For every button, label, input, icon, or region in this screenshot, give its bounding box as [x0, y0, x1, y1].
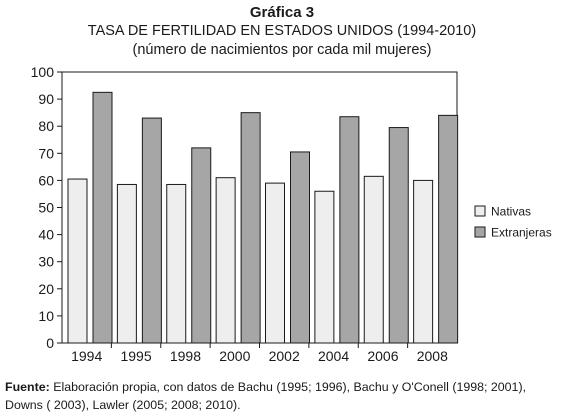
- bar-nativas-1998: [166, 183, 187, 344]
- y-tick-label: 40: [38, 227, 54, 243]
- y-tick-label: 50: [38, 200, 54, 216]
- bar-nativas-2008: [413, 179, 434, 344]
- x-tick-label: 2008: [417, 348, 448, 364]
- bar-nativas-2006: [363, 175, 384, 344]
- bars: [67, 91, 459, 344]
- y-tick-label: 10: [38, 308, 54, 324]
- source-note: Fuente: Elaboración propia, con datos de…: [5, 378, 561, 414]
- figure-label: Gráfica 3: [249, 4, 315, 21]
- legend-swatch-nativas: [474, 205, 486, 217]
- bar-extranjeras-2004: [339, 116, 360, 344]
- y-axis: 0 10 20 30 40 50 60 70 80 90 100: [31, 64, 62, 351]
- bar-extranjeras-2008: [438, 114, 459, 344]
- y-tick-label: 70: [38, 145, 54, 161]
- legend: Nativas Extranjeras: [474, 205, 552, 240]
- y-tick-label: 100: [31, 64, 55, 80]
- bar-nativas-2004: [314, 190, 335, 344]
- chart-subtitle: (número de nacimientos por cada mil muje…: [132, 42, 432, 58]
- bar-extranjeras-1995: [141, 117, 162, 344]
- y-tick-label: 90: [38, 91, 54, 107]
- bar-nativas-1995: [116, 183, 137, 344]
- legend-swatch-extranjeras: [474, 226, 486, 238]
- source-text: Elaboración propia, con datos de Bachu (…: [5, 380, 527, 412]
- bar-extranjeras-2006: [388, 127, 409, 344]
- legend-label-nativas: Nativas: [491, 205, 531, 219]
- bar-extranjeras-2000: [240, 112, 261, 344]
- x-tick-label: 1994: [71, 348, 102, 364]
- legend-label-extranjeras: Extranjeras: [491, 226, 552, 240]
- bar-chart: 0 10 20 30 40 50 60 70 80 90 100 1994 1995 1998 2000 2…: [31, 64, 552, 364]
- x-tick-label: 1998: [170, 348, 201, 364]
- x-tick-label: 2004: [318, 348, 349, 364]
- y-tick-label: 30: [38, 254, 54, 270]
- source-label: Fuente:: [5, 380, 50, 394]
- y-tick-label: 60: [38, 172, 54, 188]
- chart-title: TASA DE FERTILIDAD EN ESTADOS UNIDOS (19…: [87, 23, 477, 39]
- bar-extranjeras-2002: [290, 151, 310, 344]
- bar-nativas-2002: [265, 182, 285, 344]
- x-tick-label: 2000: [219, 348, 250, 364]
- x-tick-label: 2006: [367, 348, 398, 364]
- bar-nativas-2000: [215, 177, 236, 344]
- y-tick-label: 0: [46, 335, 54, 351]
- bar-extranjeras-1994: [92, 91, 113, 344]
- y-tick-label: 20: [38, 281, 54, 297]
- chart-heading: Gráfica 3 TASA DE FERTILIDAD EN ESTADOS …: [0, 0, 564, 60]
- x-tick-label: 1995: [120, 348, 151, 364]
- bar-extranjeras-1998: [191, 147, 212, 344]
- x-tick-label: 2002: [269, 348, 300, 364]
- bar-nativas-1994: [67, 178, 88, 344]
- x-axis: 1994 1995 1998 2000 2002 2004 2006 2008: [71, 343, 448, 364]
- y-tick-label: 80: [38, 118, 54, 134]
